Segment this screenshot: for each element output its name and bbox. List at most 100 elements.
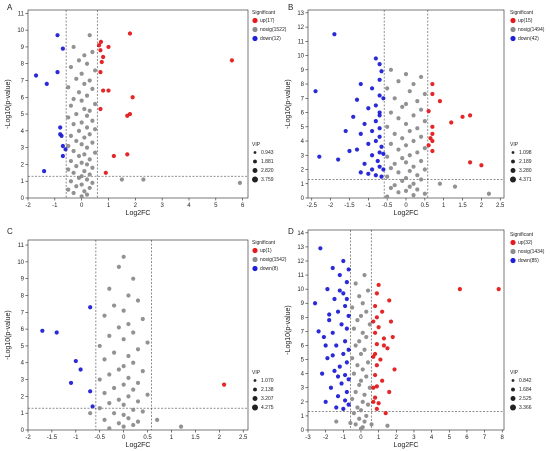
point-nosig [365,402,371,407]
legend-swatch [510,239,516,246]
point-down [323,343,328,348]
point-nosig [403,175,409,181]
point-nosig [358,408,364,413]
point-down [346,313,351,319]
point-nosig [121,337,126,342]
point-nosig [388,141,394,146]
point-nosig [84,145,90,150]
point-nosig [407,153,412,158]
vip-entry: 2.189 [519,159,532,165]
point-nosig [107,333,112,338]
point-up [380,378,385,383]
legend-entry: nosig(1434) [518,249,545,255]
point-nosig [126,353,131,359]
point-nosig [131,330,136,335]
point-down [342,339,348,344]
vip-entry: 0.842 [519,378,532,384]
point-nosig [411,193,416,198]
y-tick-label: 10 [17,28,24,34]
point-nosig [92,150,98,155]
legend-entry: down(8) [260,266,278,272]
x-tick-label: -1 [73,435,79,441]
point-down [327,312,332,317]
point-down [341,258,346,264]
y-tick-label: 7 [21,310,25,316]
y-tick-label: 3 [21,378,25,384]
point-nosig [66,143,71,149]
legend-swatch [252,247,258,254]
point-down [339,322,344,327]
point-nosig [116,367,121,372]
legend-title: Significant [252,240,276,246]
y-tick-label: 8 [301,315,305,321]
point-nosig [92,101,98,107]
point-nosig [82,152,87,157]
point-down [33,73,39,78]
point-up [371,319,376,324]
point-down [369,153,375,158]
point-up [111,153,116,159]
point-nosig [396,170,401,175]
point-nosig [88,411,93,416]
point-nosig [334,419,339,424]
point-nosig [68,158,74,164]
point-nosig [71,44,76,50]
point-nosig [90,118,95,123]
point-nosig [411,138,416,144]
legend-swatch [252,256,258,263]
x-tick-label: 6 [241,203,245,209]
point-up [372,303,378,309]
x-tick-label: -1 [52,203,58,209]
point-nosig [355,318,360,323]
point-up [430,81,435,87]
point-up [496,287,501,292]
point-nosig [121,308,126,313]
vip-entry: 4.275 [261,405,274,411]
point-down [60,153,65,159]
point-nosig [68,103,74,108]
point-nosig [407,168,412,174]
point-down [354,97,360,102]
point-nosig [107,400,112,406]
point-nosig [385,124,390,129]
point-nosig [403,71,409,77]
point-nosig [90,49,95,55]
point-up [381,343,387,348]
point-up [374,341,379,347]
point-up [221,382,227,387]
point-down [68,380,74,386]
plot-frame [27,239,249,431]
point-nosig [422,191,427,196]
y-tick-label: 9 [21,45,25,51]
point-nosig [131,407,136,412]
x-tick-label: -1.5 [344,203,355,209]
legend: Significant up(1) nosig(1542) down(8) [252,240,287,272]
vip-entry: 1.684 [519,387,532,393]
y-tick-label: 7 [21,79,25,85]
point-nosig [353,389,358,395]
point-nosig [79,194,84,199]
point-down [381,167,386,172]
point-down [312,301,318,306]
point-nosig [367,385,372,390]
point-up [106,88,111,93]
point-down [328,385,334,390]
y-axis-label: -Log10(p-value) [5,310,12,359]
point-nosig [84,162,90,167]
vip-size-dot [510,168,516,173]
point-nosig [355,405,360,410]
point-down [366,141,371,146]
x-tick-label: 1.5 [458,203,467,209]
point-nosig [84,113,90,118]
point-nosig [418,134,424,139]
point-nosig [74,164,79,169]
legend-entry: up(17) [260,18,275,24]
x-tick-label: 2.5 [496,203,505,209]
point-nosig [121,412,126,417]
point-down [366,171,371,176]
point-nosig [360,330,365,335]
point-nosig [76,90,82,95]
point-up [371,385,376,390]
point-nosig [116,264,121,270]
point-nosig [76,128,82,133]
